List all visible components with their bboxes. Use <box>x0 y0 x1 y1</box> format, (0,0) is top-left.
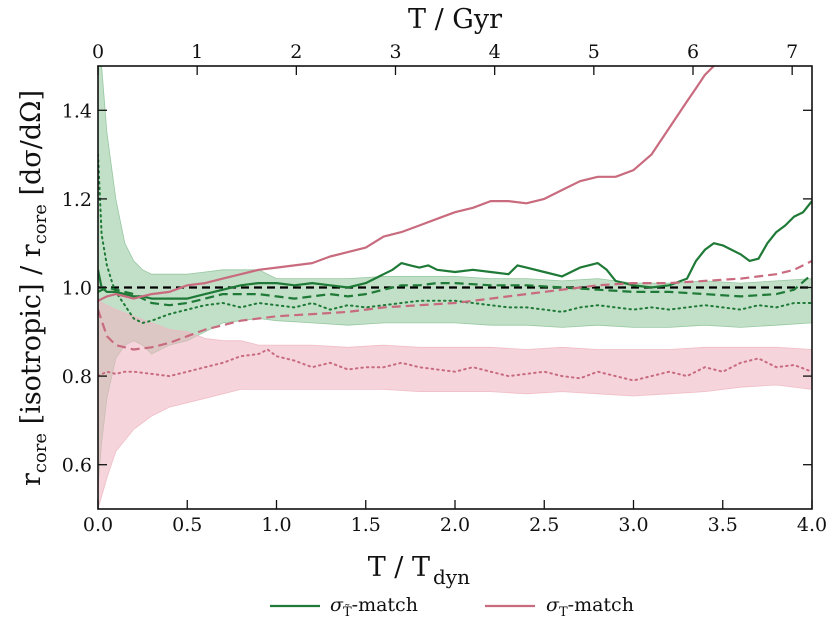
series-green-solid <box>98 200 812 300</box>
y-title-sub1: core <box>30 433 51 473</box>
legend-pink-suffix: -match <box>568 594 634 616</box>
x2-tick-label: 6 <box>687 41 699 63</box>
legend-green-symbol: σ <box>330 594 344 616</box>
x2-tick-label: 3 <box>389 41 401 63</box>
pink-band <box>98 300 812 509</box>
series-pink-dotted <box>98 348 812 382</box>
legend-green-suffix: -match <box>352 594 418 616</box>
legend-pink-symbol: σ <box>546 594 560 616</box>
x-tick-label: 2.5 <box>529 514 559 536</box>
y-tick-label: 1.0 <box>62 278 92 300</box>
y-title-end: [dσ/dΩ] <box>16 90 47 204</box>
x-tick-label: 1.0 <box>261 514 291 536</box>
x-axis-title: T / T <box>368 552 430 583</box>
y-tick-label: 1.4 <box>62 100 92 122</box>
legend-label-pink: σT-match <box>546 594 634 620</box>
legend-pink-sub: T <box>559 605 568 620</box>
legend-green-sub: T̃ <box>343 604 352 620</box>
series-green-dashed <box>98 273 812 307</box>
series-pink-dashed <box>98 259 812 351</box>
legend-label-green: σT̃-match <box>330 594 418 620</box>
y-title-sub2: core <box>30 204 51 244</box>
x2-tick-label: 5 <box>588 41 600 63</box>
y-title-mid: [isotropic] / r <box>16 244 47 433</box>
x2-axis-title: T / Gyr <box>408 4 502 35</box>
y-title-r1: r <box>16 473 47 486</box>
x-tick-label: 3.0 <box>618 514 648 536</box>
y-tick-label: 1.2 <box>62 189 92 211</box>
series-green-dotted <box>98 153 812 324</box>
x2-tick-label: 2 <box>290 41 302 63</box>
legend: σT̃-match σT-match <box>270 594 634 620</box>
x-tick-label: 0.0 <box>83 514 113 536</box>
x2-tick-label: 0 <box>92 41 104 63</box>
x-axis-title-sub: dyn <box>433 565 470 589</box>
x-tick-label: 0.5 <box>172 514 202 536</box>
x2-tick-label: 1 <box>191 41 203 63</box>
x2-tick-label: 4 <box>489 41 501 63</box>
series-group <box>98 66 812 382</box>
y-tick-label: 0.6 <box>62 455 92 477</box>
y-tick-label: 0.8 <box>62 366 92 388</box>
series-pink-solid <box>98 66 715 302</box>
x-tick-label: 2.0 <box>440 514 470 536</box>
band-group <box>98 66 812 509</box>
x-tick-label: 3.5 <box>708 514 738 536</box>
tick-group: 0.0 0.5 1.0 1.5 2.0 2.5 3.0 3.5 4.0 0 1 2 3 4 5 6 7 0.6 0.… <box>62 41 827 536</box>
y-axis-title: rcore [isotropic] / rcore [dσ/dΩ] <box>16 90 51 486</box>
x-tick-label: 1.5 <box>351 514 381 536</box>
x-tick-label: 4.0 <box>797 514 827 536</box>
x2-tick-label: 7 <box>786 41 798 63</box>
